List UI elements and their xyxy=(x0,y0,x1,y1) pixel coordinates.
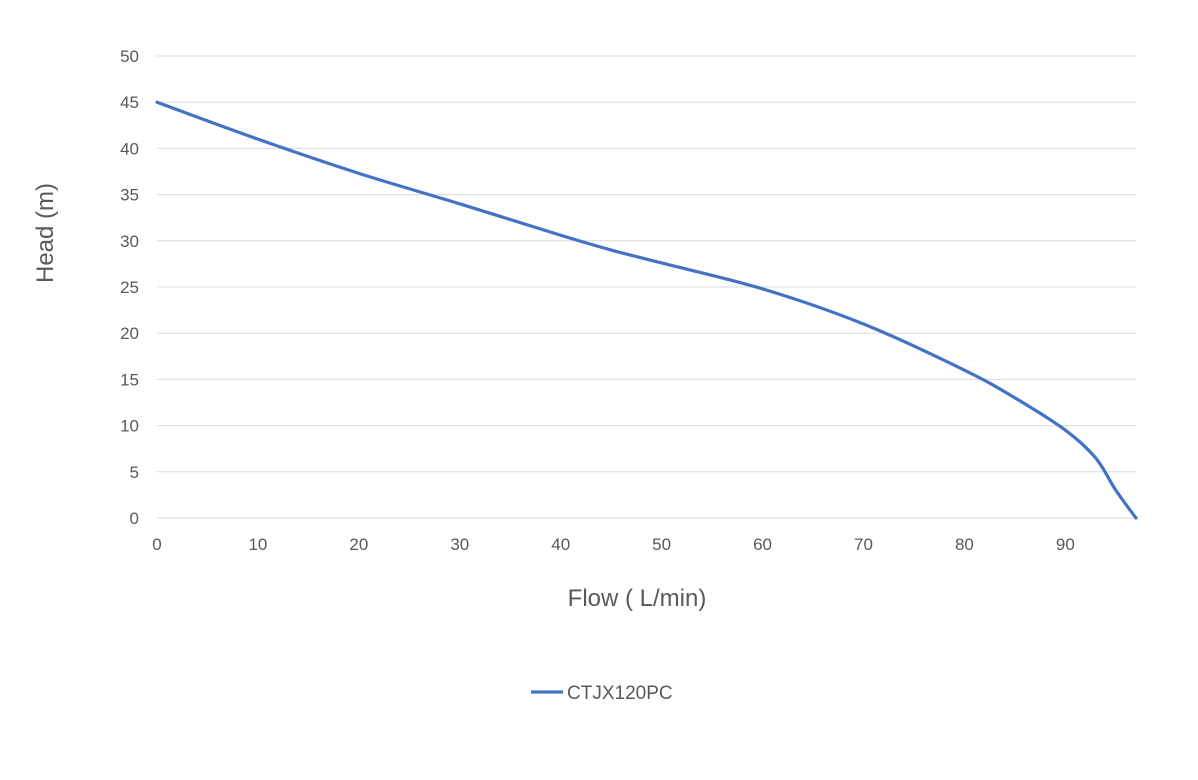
y-tick-label: 25 xyxy=(120,278,139,297)
x-tick-label: 70 xyxy=(854,535,873,554)
y-tick-label: 20 xyxy=(120,324,139,343)
gridlines xyxy=(157,55,1136,519)
legend: CTJX120PC xyxy=(531,683,673,704)
x-tick-label: 0 xyxy=(152,535,161,554)
y-axis-ticks: 0 5 10 15 20 25 30 35 40 45 50 xyxy=(120,47,139,528)
x-tick-label: 50 xyxy=(652,535,671,554)
y-tick-label: 35 xyxy=(120,186,139,205)
y-tick-label: 30 xyxy=(120,232,139,251)
y-axis-title: Head (m) xyxy=(32,183,59,283)
x-axis-ticks: 0 10 20 30 40 50 60 70 80 90 xyxy=(152,535,1075,554)
x-tick-label: 80 xyxy=(955,535,974,554)
y-tick-label: 50 xyxy=(120,47,139,66)
x-tick-label: 40 xyxy=(551,535,570,554)
y-tick-label: 0 xyxy=(130,509,139,528)
x-tick-label: 30 xyxy=(450,535,469,554)
x-axis-title: Flow ( L/min) xyxy=(568,585,707,612)
y-tick-label: 10 xyxy=(120,417,139,436)
series-line-ctjx120pc xyxy=(155,100,1138,520)
x-tick-label: 20 xyxy=(349,535,368,554)
y-tick-label: 45 xyxy=(120,93,139,112)
x-tick-label: 10 xyxy=(248,535,267,554)
x-tick-label: 90 xyxy=(1056,535,1075,554)
y-tick-label: 40 xyxy=(120,139,139,158)
y-tick-label: 5 xyxy=(130,463,139,482)
x-tick-label: 60 xyxy=(753,535,772,554)
legend-label: CTJX120PC xyxy=(567,683,673,704)
y-tick-label: 15 xyxy=(120,370,139,389)
